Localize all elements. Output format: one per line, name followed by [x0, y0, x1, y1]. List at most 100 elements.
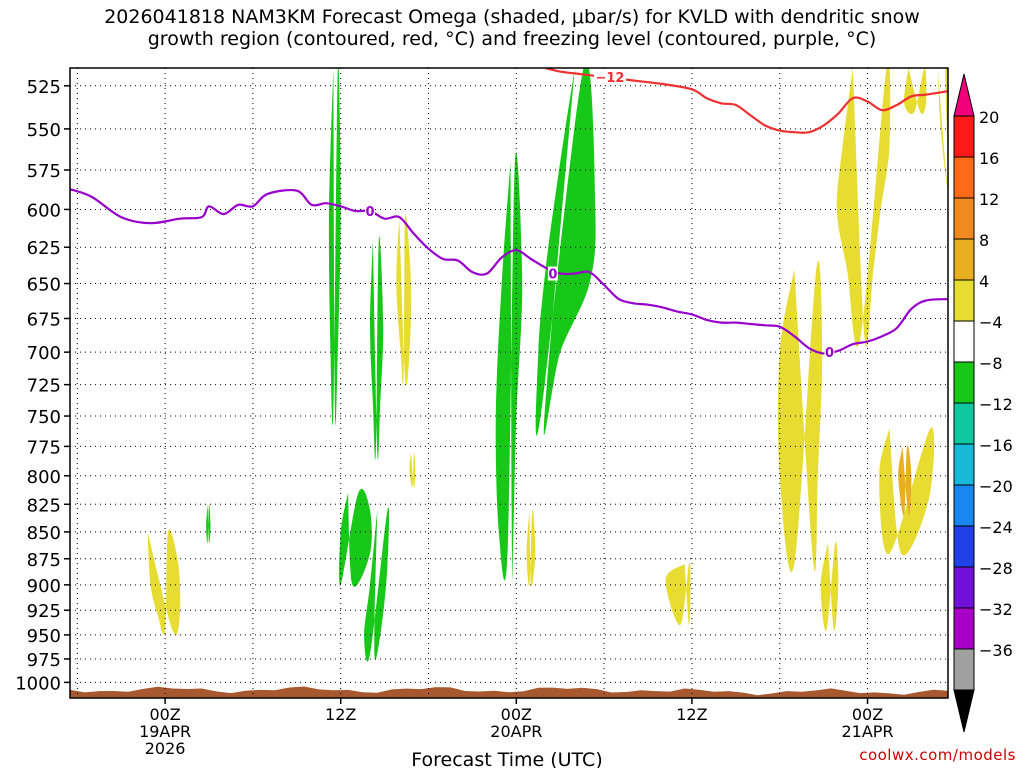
omega-region-green-blob-12z-low	[339, 488, 372, 587]
contours: 0 0 0 −12	[70, 68, 948, 361]
y-tick-label: 650	[27, 275, 61, 296]
colorbar-segment-10	[953, 525, 975, 568]
freezing-label-bg-0	[364, 203, 375, 218]
freezing-level-label: 0	[825, 346, 834, 361]
y-tick-label: 675	[27, 309, 61, 330]
omega-region-orange-core-51z	[898, 445, 912, 516]
chart-title: 2026041818 NAM3KM Forecast Omega (shaded…	[0, 6, 1024, 50]
colorbar-label: −28	[979, 559, 1013, 578]
site-credit: coolwx.com/models	[859, 746, 1016, 764]
colorbar-segment-11	[953, 566, 975, 609]
y-tick-label: 925	[27, 601, 61, 622]
x-tick-label: 00Z	[501, 705, 532, 724]
omega-region-green-dot-4z	[206, 504, 211, 544]
omega-region-yellow-plume-16z	[396, 214, 412, 386]
chart-title-line2: growth region (contoured, red, °C) and f…	[147, 28, 877, 50]
colorbar-label: −32	[979, 600, 1013, 619]
omega-region-yellow-blob-51z	[879, 427, 935, 556]
freezing-label-bg-2	[824, 345, 835, 360]
chart-title-line1: 2026041818 NAM3KM Forecast Omega (shaded…	[104, 6, 920, 28]
dgz-contour-line	[545, 68, 948, 134]
colorbar-label: 20	[979, 108, 999, 127]
colorbar-segment-0	[953, 115, 975, 158]
x-tick-year: 2026	[145, 739, 186, 758]
y-tick-label: 525	[27, 77, 61, 98]
x-tick-label: 12Z	[325, 705, 356, 724]
dgz-label-bg	[593, 68, 626, 84]
y-tick-label: 950	[27, 626, 61, 647]
colorbar-label: −16	[979, 436, 1013, 455]
colorbar-segment-1	[953, 156, 975, 199]
x-tick-label: 12Z	[676, 705, 707, 724]
dgz-contour-label: −12	[595, 71, 624, 86]
omega-shading	[147, 68, 948, 662]
y-tick-label: 1000	[15, 673, 61, 694]
omega-region-yellow-blob-17z	[409, 452, 416, 488]
colorbar-label: −20	[979, 477, 1013, 496]
colorbar-segment-5	[953, 320, 975, 363]
grid	[70, 68, 948, 698]
y-tick-label: 575	[27, 161, 61, 182]
y-tick-label: 900	[27, 576, 61, 597]
terrain	[70, 686, 948, 698]
colorbar-segment-13	[953, 648, 975, 691]
y-tick-label: 700	[27, 343, 61, 364]
y-tick-label: 775	[27, 437, 61, 458]
y-tick-label: 600	[27, 200, 61, 221]
y-tick-label: 750	[27, 407, 61, 428]
axes: 525 550 575 600 625 650 675 700 725 750 775 800 825 8…	[15, 67, 949, 768]
colorbar-label: −4	[979, 313, 1003, 332]
omega-region-yellow-plume-49z	[836, 68, 891, 347]
colorbar-label: 4	[979, 272, 989, 291]
colorbar-label: −12	[979, 395, 1013, 414]
colorbar-segment-8	[953, 443, 975, 486]
omega-region-green-blob-14z-low	[364, 507, 390, 662]
x-axis-label: Forecast Time (UTC)	[411, 749, 602, 768]
omega-region-yellow-plume-24z	[526, 509, 536, 587]
colorbar-segment-12	[953, 607, 975, 650]
colorbar-label: −24	[979, 518, 1013, 537]
x-tick-label: 00Z	[852, 705, 883, 724]
colorbar-segment-2	[953, 197, 975, 240]
y-tick-label: 825	[27, 495, 61, 516]
y-tick-label: 850	[27, 523, 61, 544]
omega-region-green-plume-26z	[535, 68, 596, 436]
colorbar-label: 8	[979, 231, 989, 250]
omega-region-green-plume-15z	[370, 236, 384, 460]
omega-region-yellow-blob-46z	[820, 541, 839, 631]
colorbar-segment-3	[953, 238, 975, 281]
colorbar-label: 12	[979, 190, 999, 209]
omega-region-yellow-blob-0z	[147, 529, 181, 636]
freezing-level-line	[70, 188, 948, 355]
colorbar-label: −8	[979, 354, 1003, 373]
y-tick-label: 875	[27, 550, 61, 571]
plot-frame	[69, 67, 949, 699]
x-tick-date: 19APR	[139, 722, 191, 741]
colorbar-top-arrow	[953, 73, 975, 117]
y-tick-label: 725	[27, 376, 61, 397]
omega-region-green-plume-23z	[495, 152, 523, 581]
y-tick-label: 550	[27, 120, 61, 141]
colorbar-label: −36	[979, 641, 1013, 660]
colorbar-bottom-arrow	[953, 689, 975, 733]
colorbar-segment-6	[953, 361, 975, 404]
colorbar-segment-9	[953, 484, 975, 527]
colorbar: 20 16 12 8 4 −4 −8 −12 −16 −20 −24 −28 −32 −36	[953, 73, 1013, 733]
terrain-surface	[70, 686, 948, 698]
colorbar-label: 16	[979, 149, 999, 168]
colorbar-segment-7	[953, 402, 975, 445]
y-tick-label: 625	[27, 238, 61, 259]
omega-region-green-plume-12z	[328, 68, 341, 426]
omega-region-yellow-blob-52z	[903, 68, 927, 115]
x-tick-label: 00Z	[149, 705, 180, 724]
colorbar-segment-4	[953, 279, 975, 322]
y-tick-label: 800	[27, 467, 61, 488]
y-tick-label: 975	[27, 650, 61, 671]
omega-region-yellow-blob-36z	[665, 562, 691, 626]
freezing-label-bg-1	[547, 266, 558, 281]
x-tick-date: 20APR	[490, 722, 542, 741]
omega-region-yellow-strip-53z	[937, 68, 948, 188]
freezing-level-label: 0	[548, 268, 557, 283]
freezing-level-label: 0	[365, 205, 374, 220]
